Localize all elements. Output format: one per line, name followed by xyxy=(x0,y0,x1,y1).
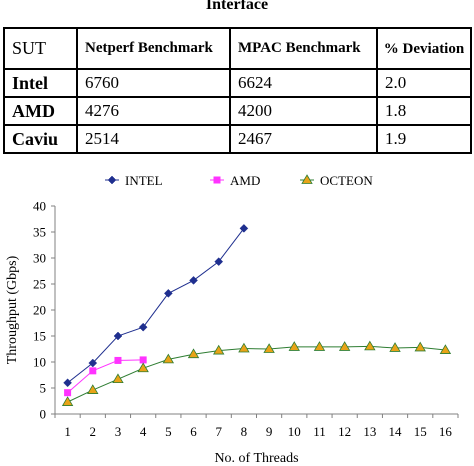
x-tick-label: 1 xyxy=(64,424,71,439)
octeon-point xyxy=(137,362,149,373)
x-tick-label: 4 xyxy=(140,424,147,439)
amd-point xyxy=(89,367,97,375)
y-tick-label: 15 xyxy=(33,329,46,344)
octeon-point xyxy=(414,341,426,352)
x-tick-label: 14 xyxy=(389,424,403,439)
x-tick-label: 9 xyxy=(266,424,273,439)
intel-point xyxy=(189,276,198,285)
intel-point xyxy=(138,322,148,332)
y-tick-label: 30 xyxy=(33,251,46,266)
table-row: AMD 4276 4200 1.8 xyxy=(3,96,472,126)
octeon-point xyxy=(162,353,175,364)
amd-point xyxy=(64,389,72,397)
table-caption: Interface xyxy=(205,0,269,13)
intel-point xyxy=(163,289,173,298)
intel-point xyxy=(214,257,224,266)
x-tick-label: 7 xyxy=(215,424,222,439)
y-tick-label: 40 xyxy=(33,199,46,214)
cell-netperf: 6760 xyxy=(76,68,231,98)
table-row: Caviu 2514 2467 1.9 xyxy=(3,124,472,154)
octeon-point xyxy=(338,341,351,351)
intel-point xyxy=(113,331,123,341)
cell-deviation: 1.9 xyxy=(376,124,472,154)
octeon-point xyxy=(61,396,74,406)
x-tick-label: 8 xyxy=(241,424,248,439)
octeon-series-line xyxy=(67,345,446,403)
cell-deviation: 1.8 xyxy=(376,96,472,126)
octeon-point xyxy=(389,342,401,352)
cell-netperf: 2514 xyxy=(76,124,231,154)
intel-point xyxy=(63,378,72,388)
y-axis-label: Throughput (Gbps) xyxy=(5,255,20,364)
octeon-point xyxy=(187,348,200,359)
header-sut: SUT xyxy=(3,27,78,70)
intel-point xyxy=(88,358,98,368)
y-tick-label: 25 xyxy=(33,277,46,292)
y-tick-label: 20 xyxy=(33,303,46,318)
cell-deviation: 2.0 xyxy=(376,68,472,98)
header-mpac: MPAC Benchmark xyxy=(229,27,378,70)
octeon-point xyxy=(364,340,376,351)
legend-octeon-point xyxy=(301,174,313,184)
legend-label-intel: INTEL xyxy=(125,173,163,188)
header-netperf: Netperf Benchmark xyxy=(76,27,231,70)
header-deviation: % Deviation xyxy=(376,27,472,70)
x-tick-label: 11 xyxy=(313,424,326,439)
x-tick-label: 15 xyxy=(414,424,427,439)
x-tick-label: 12 xyxy=(338,424,351,439)
x-tick-label: 3 xyxy=(115,424,122,439)
table-row: Intel 6760 6624 2.0 xyxy=(3,68,472,98)
intel-series-line xyxy=(67,228,245,384)
cell-mpac: 4200 xyxy=(229,96,378,126)
legend-label-amd: AMD xyxy=(230,173,260,188)
x-tick-label: 13 xyxy=(363,424,376,439)
octeon-point xyxy=(313,341,326,351)
y-tick-label: 0 xyxy=(40,407,47,422)
y-tick-label: 35 xyxy=(33,225,46,240)
x-tick-label: 6 xyxy=(190,424,197,439)
legend-amd-point xyxy=(213,176,221,184)
cell-mpac: 6624 xyxy=(229,68,378,98)
octeon-point xyxy=(288,341,300,351)
amd-point xyxy=(114,356,122,364)
x-axis-label: No. of Threads xyxy=(214,451,298,466)
x-tick-label: 2 xyxy=(90,424,97,439)
y-tick-label: 10 xyxy=(33,355,46,370)
intel-point xyxy=(239,224,249,233)
octeon-point xyxy=(238,342,250,353)
legend-label-octeon: OCTEON xyxy=(320,173,373,188)
octeon-point xyxy=(87,384,99,394)
legend-intel-point xyxy=(107,175,117,185)
octeon-point xyxy=(213,344,225,355)
row-label-caviu: Caviu xyxy=(3,124,78,154)
x-tick-label: 5 xyxy=(165,424,172,439)
x-tick-label: 16 xyxy=(439,424,453,439)
benchmark-table: SUT Netperf Benchmark MPAC Benchmark % D… xyxy=(3,27,472,154)
octeon-point xyxy=(263,343,275,353)
octeon-point xyxy=(112,373,124,384)
cell-mpac: 2467 xyxy=(229,124,378,154)
row-label-amd: AMD xyxy=(3,96,78,126)
amd-series-line xyxy=(67,359,144,394)
y-tick-label: 5 xyxy=(40,381,47,396)
amd-point xyxy=(139,356,147,364)
cell-netperf: 4276 xyxy=(76,96,231,126)
octeon-point xyxy=(439,344,452,354)
x-tick-label: 10 xyxy=(288,424,301,439)
row-label-intel: Intel xyxy=(3,68,78,98)
table-header-row: SUT Netperf Benchmark MPAC Benchmark % D… xyxy=(3,27,472,70)
